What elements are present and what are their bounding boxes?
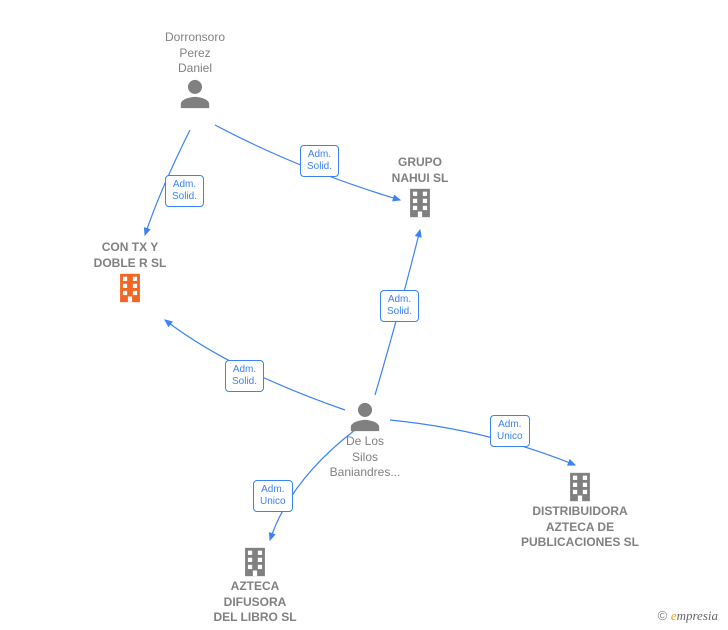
node-label: GRUPO NAHUI SL [370,155,470,186]
node-delossilos[interactable]: De Los Silos Baniandres... [315,400,415,481]
node-label: CON TX Y DOBLE R SL [80,240,180,271]
person-icon [315,400,415,434]
edge-label-0: Adm. Solid. [165,175,204,207]
node-label: De Los Silos Baniandres... [315,434,415,481]
person-icon [145,77,245,111]
watermark: © empresia [658,608,718,624]
copyright-symbol: © [658,608,668,623]
building-icon [205,545,305,579]
node-dorronsoro[interactable]: Dorronsoro Perez Daniel [145,30,245,111]
brand-rest: mpresia [677,608,718,623]
building-icon [370,186,470,220]
edge-label-2: Adm. Solid. [225,360,264,392]
node-distribuidora[interactable]: DISTRIBUIDORA AZTECA DE PUBLICACIONES SL [510,470,650,551]
edge-label-3: Adm. Solid. [380,290,419,322]
node-label: Dorronsoro Perez Daniel [145,30,245,77]
building-icon [510,470,650,504]
edge-label-4: Adm. Unico [490,415,530,447]
node-azteca-difusora[interactable]: AZTECA DIFUSORA DEL LIBRO SL [205,545,305,626]
edge-label-5: Adm. Unico [253,480,293,512]
building-icon [80,271,180,305]
edge-delossilos-distribuidora [390,420,575,465]
node-label: AZTECA DIFUSORA DEL LIBRO SL [205,579,305,626]
node-con-tx[interactable]: CON TX Y DOBLE R SL [80,240,180,305]
edge-label-1: Adm. Solid. [300,145,339,177]
node-grupo[interactable]: GRUPO NAHUI SL [370,155,470,220]
node-label: DISTRIBUIDORA AZTECA DE PUBLICACIONES SL [510,504,650,551]
